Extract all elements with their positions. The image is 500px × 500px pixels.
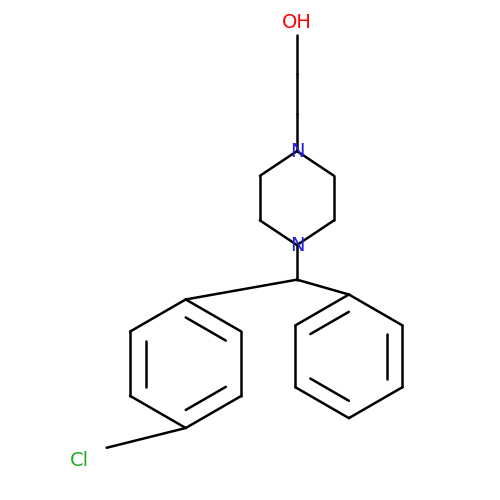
Text: N: N <box>290 236 304 255</box>
Text: Cl: Cl <box>70 450 89 469</box>
Text: N: N <box>290 142 304 161</box>
Text: OH: OH <box>282 14 312 32</box>
